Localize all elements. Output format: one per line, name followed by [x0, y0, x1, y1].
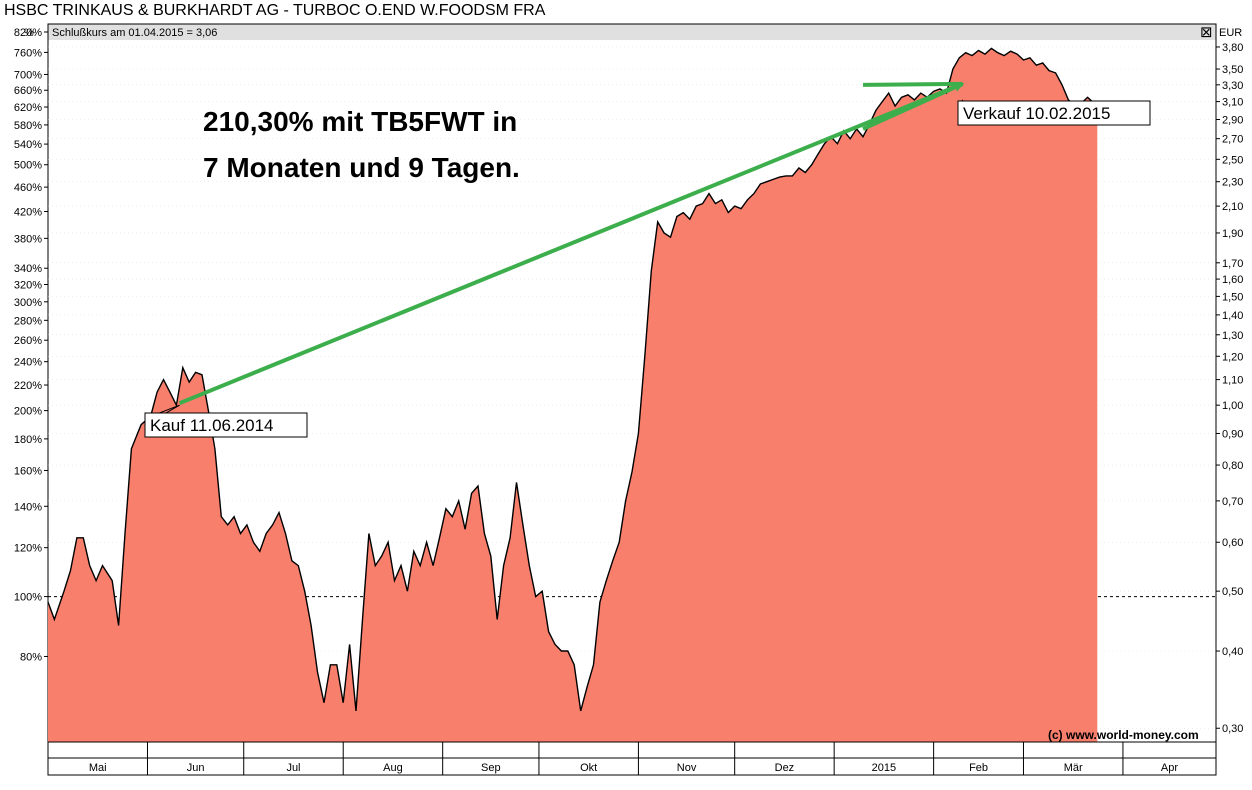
- right-tick-label: 1,00: [1222, 400, 1243, 412]
- annotations-layer: Kauf 11.06.2014 Verkauf 10.02.2015: [144, 99, 1151, 438]
- right-tick-label: 0,70: [1222, 496, 1243, 508]
- chart-title: HSBC TRINKAUS & BURKHARDT AG - TURBOC O.…: [4, 2, 546, 19]
- left-tick-label: 100%: [14, 592, 42, 604]
- left-tick-label: 240%: [14, 357, 42, 369]
- right-tick-label: 1,60: [1222, 274, 1243, 286]
- month-label: Jul: [286, 762, 300, 774]
- right-tick-label: 1,50: [1222, 291, 1243, 303]
- right-tick-label: 3,80: [1222, 42, 1243, 54]
- month-label: Nov: [677, 762, 697, 774]
- left-tick-label: 580%: [14, 120, 42, 132]
- right-tick-label: 1,70: [1222, 258, 1243, 270]
- left-tick-label: 280%: [14, 315, 42, 327]
- right-tick-label: 1,10: [1222, 375, 1243, 387]
- headline-line-2: 7 Monaten und 9 Tagen.: [203, 152, 520, 183]
- annotation-box: [957, 100, 1151, 126]
- month-label: Okt: [580, 762, 597, 774]
- right-tick-label: 0,80: [1222, 460, 1243, 472]
- right-tick-label: 0,60: [1222, 537, 1243, 549]
- left-tick-label: 540%: [14, 139, 42, 151]
- arrowhead-stroke-upper: [863, 81, 963, 87]
- left-tick-label: 180%: [14, 434, 42, 446]
- left-tick-label: 320%: [14, 279, 42, 291]
- left-tick-label: 300%: [14, 297, 42, 309]
- left-axis: 80% 100% 120% 140% 160% 180% 200% 220% 240% 260% 2…: [14, 27, 48, 663]
- left-tick-label: 760%: [14, 47, 42, 59]
- month-label: Jun: [187, 762, 205, 774]
- month-label: Apr: [1161, 762, 1178, 774]
- right-axis: 0,30 0,40 0,50 0,60 0,70 0,80 0,90 1,00 1,10 1,20…: [1216, 42, 1243, 735]
- headline-line-1: 210,30% mit TB5FWT in: [203, 106, 517, 137]
- right-tick-label: 2,90: [1222, 114, 1243, 126]
- left-axis-unit: %: [24, 27, 34, 39]
- right-tick-label: 1,20: [1222, 351, 1243, 363]
- arrowhead-stroke-lower: [862, 82, 964, 131]
- series-area: [48, 48, 1098, 742]
- right-tick-label: 2,30: [1222, 177, 1243, 189]
- left-tick-label: 120%: [14, 543, 42, 555]
- month-label: Mai: [89, 762, 107, 774]
- info-bar-text: Schlußkurs am 01.04.2015 = 3,06: [52, 27, 217, 39]
- left-tick-label: 140%: [14, 501, 42, 513]
- month-label: Sep: [481, 762, 501, 774]
- left-tick-label: 160%: [14, 465, 42, 477]
- x-axis: Mai Jun Jul Aug Sep Okt Nov Dez 2015 Feb Mär Apr: [47, 741, 1216, 775]
- left-tick-label: 260%: [14, 335, 42, 347]
- left-tick-label: 660%: [14, 85, 42, 97]
- right-tick-label: 0,30: [1222, 723, 1243, 735]
- profit-arrow: [178, 82, 965, 406]
- left-tick-label: 380%: [14, 233, 42, 245]
- month-label: Mär: [1064, 762, 1083, 774]
- annotation-label: Kauf 11.06.2014: [150, 416, 274, 435]
- right-tick-label: 1,40: [1222, 310, 1243, 322]
- left-tick-label: 620%: [14, 102, 42, 114]
- right-tick-label: 2,50: [1222, 154, 1243, 166]
- month-label: Aug: [383, 762, 403, 774]
- month-label: 2015: [872, 762, 896, 774]
- right-tick-label: 3,30: [1222, 80, 1243, 92]
- left-tick-label: 500%: [14, 160, 42, 172]
- left-tick-label: 820%: [14, 27, 42, 39]
- month-label: Dez: [775, 762, 795, 774]
- plot-frame: [47, 23, 1217, 776]
- annotation-label: Verkauf 10.02.2015: [963, 104, 1110, 123]
- copyright: (c) www.world-money.com: [1048, 728, 1199, 742]
- right-tick-label: 0,40: [1222, 646, 1243, 658]
- arrows-layer: [178, 81, 965, 406]
- right-tick-label: 2,70: [1222, 134, 1243, 146]
- left-tick-label: 80%: [20, 651, 42, 663]
- right-tick-label: 1,30: [1222, 330, 1243, 342]
- right-tick-label: 0,90: [1222, 428, 1243, 440]
- left-tick-label: 220%: [14, 380, 42, 392]
- left-tick-label: 700%: [14, 69, 42, 81]
- left-tick-label: 420%: [14, 207, 42, 219]
- right-tick-label: 3,50: [1222, 64, 1243, 76]
- close-icon[interactable]: ⊠: [1200, 23, 1213, 41]
- left-tick-label: 340%: [14, 263, 42, 275]
- month-label: Feb: [969, 762, 988, 774]
- right-tick-label: 0,50: [1222, 586, 1243, 598]
- left-tick-label: 460%: [14, 182, 42, 194]
- info-bar: [48, 24, 1216, 40]
- right-tick-label: 2,10: [1222, 201, 1243, 213]
- left-tick-label: 200%: [14, 406, 42, 418]
- annotation-box: [144, 412, 308, 438]
- right-tick-label: 1,90: [1222, 228, 1243, 240]
- right-axis-unit: EUR: [1219, 27, 1242, 39]
- right-tick-label: 3,10: [1222, 97, 1243, 109]
